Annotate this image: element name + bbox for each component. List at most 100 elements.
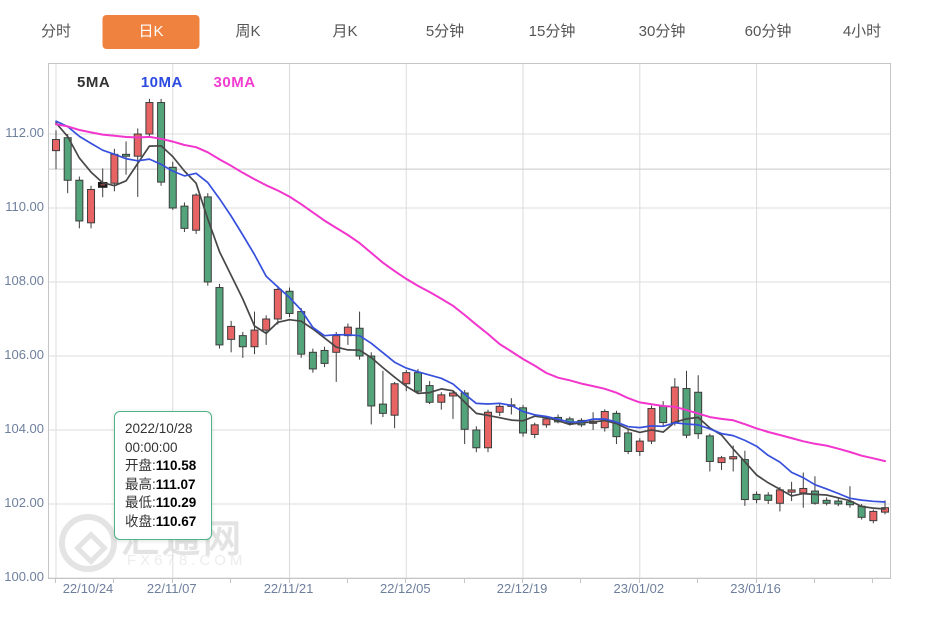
tab-30min[interactable]: 30分钟 xyxy=(638,23,686,40)
ma5-line xyxy=(55,122,886,510)
candle-tooltip: 2022/10/28 00:00:00 开盘:110.58 最高:111.07 最低… xyxy=(114,411,212,540)
candle-body[interactable] xyxy=(168,166,177,209)
candle-body[interactable] xyxy=(857,505,866,518)
candle-body[interactable] xyxy=(402,372,411,385)
candle-body[interactable] xyxy=(157,102,166,183)
candle-body[interactable] xyxy=(437,394,446,403)
candle-body[interactable] xyxy=(495,405,504,413)
candle-body[interactable] xyxy=(729,456,738,460)
candle-body[interactable] xyxy=(752,493,761,501)
x-axis-label: 22/11/21 xyxy=(263,581,314,596)
candle-body[interactable] xyxy=(834,500,843,505)
candle-body[interactable] xyxy=(378,403,387,414)
candle-body[interactable] xyxy=(740,459,749,501)
x-axis-tick xyxy=(463,578,465,583)
candle-body[interactable] xyxy=(273,288,282,320)
candle-body[interactable] xyxy=(332,335,341,353)
candle-body[interactable] xyxy=(530,424,539,435)
candle-body[interactable] xyxy=(110,153,119,184)
candle-body[interactable] xyxy=(413,372,422,392)
x-axis-tick xyxy=(230,578,232,583)
x-axis-tick xyxy=(113,578,115,583)
candle-body[interactable] xyxy=(717,457,726,464)
candle-body[interactable] xyxy=(367,355,376,407)
candle-body[interactable] xyxy=(647,408,656,442)
x-axis-label: 22/12/05 xyxy=(379,581,431,596)
tab-daily-k[interactable]: 日K xyxy=(102,15,200,49)
candle-body[interactable] xyxy=(624,432,633,452)
ma30-line xyxy=(55,123,886,463)
tab-weekly-k[interactable]: 周K xyxy=(235,23,261,40)
candle-body[interactable] xyxy=(203,196,212,283)
tab-4hour[interactable]: 4小时 xyxy=(842,23,882,40)
candle-body[interactable] xyxy=(192,194,201,231)
x-axis-tick xyxy=(171,578,173,583)
candle-body[interactable] xyxy=(262,318,271,331)
ma-legend: 5MA 10MA 30MA xyxy=(77,74,282,91)
x-axis-tick xyxy=(697,578,699,583)
candle-body[interactable] xyxy=(63,137,72,181)
tooltip-row-high: 最高:111.07 xyxy=(125,476,196,492)
candle-body[interactable] xyxy=(145,102,154,135)
tooltip-date: 2022/10/28 xyxy=(125,421,193,436)
candle-body[interactable] xyxy=(670,386,679,424)
candle-body[interactable] xyxy=(308,351,317,370)
candle-body[interactable] xyxy=(180,205,189,229)
candle-body[interactable] xyxy=(659,405,668,424)
tooltip-time: 00:00:00 xyxy=(125,439,178,455)
candle-body[interactable] xyxy=(472,429,481,449)
candle-body[interactable] xyxy=(787,489,796,493)
x-axis-label: 23/01/02 xyxy=(613,581,665,596)
candle-body[interactable] xyxy=(75,179,84,222)
candle-body[interactable] xyxy=(764,494,773,501)
period-tabbar: 分时 日K 周K 月K 5分钟 15分钟 30分钟 60分钟 4小时 xyxy=(0,0,935,63)
candle-body[interactable] xyxy=(390,383,399,416)
candle-body[interactable] xyxy=(542,418,551,426)
x-axis-label: 22/12/19 xyxy=(496,581,548,596)
candle-body[interactable] xyxy=(238,335,247,348)
tab-15min[interactable]: 15分钟 xyxy=(528,23,576,40)
candle-body[interactable] xyxy=(822,499,831,504)
tab-minute[interactable]: 分时 xyxy=(40,23,72,40)
candle-body[interactable] xyxy=(425,385,434,403)
candle-body[interactable] xyxy=(880,507,889,513)
ma10-legend-label: 10MA xyxy=(140,74,183,91)
candle-body[interactable] xyxy=(297,311,306,355)
candle-body[interactable] xyxy=(484,411,493,449)
candle-body[interactable] xyxy=(869,510,878,522)
candle-body[interactable] xyxy=(799,487,808,494)
candle-body[interactable] xyxy=(810,490,819,504)
x-axis-label: 22/10/24 xyxy=(62,581,114,596)
watermark-site: FX678.COM xyxy=(127,552,247,569)
x-axis-tick xyxy=(288,578,290,583)
y-axis-label: 110.00 xyxy=(5,199,44,214)
ma30-legend-label: 30MA xyxy=(213,74,256,91)
tab-60min[interactable]: 60分钟 xyxy=(744,23,792,40)
tooltip-row-open: 开盘:110.58 xyxy=(125,458,197,473)
candle-body[interactable] xyxy=(215,287,224,346)
candle-body[interactable] xyxy=(227,325,236,340)
x-axis-tick xyxy=(580,578,582,583)
x-axis-tick xyxy=(55,578,56,583)
y-axis-label: 112.00 xyxy=(5,125,44,140)
tooltip-row-close: 收盘:110.67 xyxy=(125,513,197,529)
candle-body[interactable] xyxy=(320,349,329,364)
y-axis-label: 108.00 xyxy=(4,273,44,288)
candle-body[interactable] xyxy=(775,489,784,504)
candle-body[interactable] xyxy=(460,392,469,430)
x-axis-tick xyxy=(405,578,407,583)
candle-body[interactable] xyxy=(250,329,259,348)
kline-chart-area[interactable]: 5MA 10MA 30MA 汇通网 FX678.COM 2022/10/28 0… xyxy=(48,63,891,579)
tab-monthly-k[interactable]: 月K xyxy=(332,23,358,40)
x-axis-tick xyxy=(638,578,640,583)
candle-body[interactable] xyxy=(122,153,131,157)
candle-body[interactable] xyxy=(87,189,96,224)
candle-body[interactable] xyxy=(52,139,60,152)
candle-body[interactable] xyxy=(133,133,142,157)
candle-body[interactable] xyxy=(355,327,364,357)
candle-body[interactable] xyxy=(705,435,714,462)
candle-body[interactable] xyxy=(635,440,644,452)
tab-5min[interactable]: 5分钟 xyxy=(425,23,465,40)
watermark-logo-icon xyxy=(59,514,117,572)
x-axis-tick xyxy=(755,578,757,583)
